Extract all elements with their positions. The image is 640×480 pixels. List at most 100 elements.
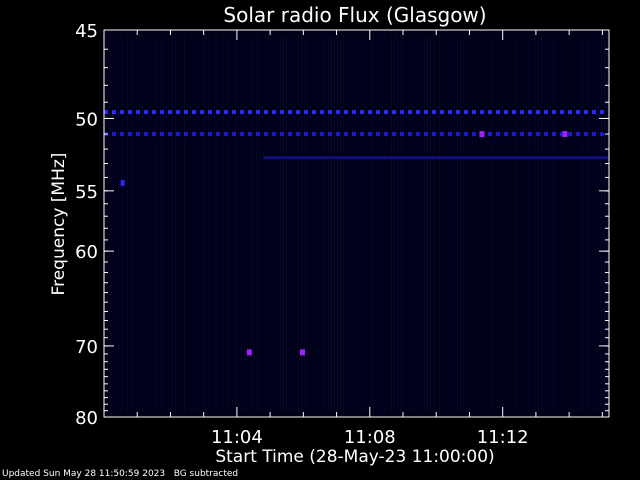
feature-dash xyxy=(296,132,300,137)
background-striation xyxy=(472,34,473,413)
background-striation xyxy=(106,34,107,413)
feature-dash xyxy=(232,110,236,115)
feature-dash xyxy=(384,132,388,137)
background-striation xyxy=(535,34,536,413)
y-tick-label: 50 xyxy=(75,109,98,130)
background-striation xyxy=(547,34,548,413)
feature-dash xyxy=(160,132,164,137)
background-striation xyxy=(271,34,272,413)
feature-dash xyxy=(264,110,268,115)
feature-dash xyxy=(368,110,372,115)
background-striation xyxy=(214,34,215,413)
feature-dash xyxy=(432,132,436,137)
feature-dash xyxy=(320,132,324,137)
background-striation xyxy=(553,34,554,413)
feature-dash xyxy=(312,110,316,115)
background-striation xyxy=(427,34,428,413)
feature-dash xyxy=(272,132,276,137)
background-striation xyxy=(181,34,182,413)
feature-dash xyxy=(184,132,188,137)
background-striation xyxy=(445,34,446,413)
background-striation xyxy=(409,34,410,413)
background-striation xyxy=(529,34,530,413)
feature-dash xyxy=(304,132,308,137)
feature-dash xyxy=(496,132,500,137)
feature-dash xyxy=(560,132,564,137)
background-striation xyxy=(580,34,581,413)
feature-dash xyxy=(360,132,364,137)
background-striation xyxy=(382,34,383,413)
feature-dash xyxy=(272,110,276,115)
background-striation xyxy=(130,34,131,413)
background-striation xyxy=(118,34,119,413)
background-striation xyxy=(481,34,482,413)
feature-dash xyxy=(552,110,556,115)
feature-dash xyxy=(448,110,452,115)
feature-dash xyxy=(512,110,516,115)
y-tick-label: 70 xyxy=(75,337,98,358)
background-striation xyxy=(319,34,320,413)
feature-dash xyxy=(184,110,188,115)
background-striation xyxy=(265,34,266,413)
feature-dash xyxy=(472,132,476,137)
background-striation xyxy=(415,34,416,413)
background-striation xyxy=(175,34,176,413)
background-striation xyxy=(208,34,209,413)
feature-dash xyxy=(280,132,284,137)
background-striation xyxy=(418,34,419,413)
background-striation xyxy=(541,34,542,413)
feature-dash xyxy=(592,110,596,115)
background-striation xyxy=(193,34,194,413)
background-striation xyxy=(460,34,461,413)
background-striation xyxy=(514,34,515,413)
background-striation xyxy=(385,34,386,413)
background-striation xyxy=(355,34,356,413)
feature-spot xyxy=(120,179,125,186)
feature-dash xyxy=(440,132,444,137)
feature-dash xyxy=(600,110,604,115)
background-striation xyxy=(406,34,407,413)
feature-dash xyxy=(520,110,524,115)
feature-dash xyxy=(320,110,324,115)
y-axis-label: Frequency [MHz] xyxy=(49,153,69,296)
feature-dash xyxy=(120,110,124,115)
background-striation xyxy=(397,34,398,413)
feature-dash xyxy=(296,110,300,115)
feature-dash xyxy=(280,110,284,115)
background-striation xyxy=(592,34,593,413)
background-striation xyxy=(550,34,551,413)
feature-dash xyxy=(328,132,332,137)
background-striation xyxy=(544,34,545,413)
feature-dash xyxy=(128,110,132,115)
background-striation xyxy=(109,34,110,413)
background-striation xyxy=(556,34,557,413)
feature-dash xyxy=(120,132,124,137)
background-striation xyxy=(190,34,191,413)
background-striation xyxy=(205,34,206,413)
background-striation xyxy=(340,34,341,413)
background-striation xyxy=(565,34,566,413)
feature-dash xyxy=(480,110,484,115)
background-striation xyxy=(526,34,527,413)
background-striation xyxy=(454,34,455,413)
background-striation xyxy=(559,34,560,413)
feature-dash xyxy=(392,110,396,115)
background-striation xyxy=(517,34,518,413)
background-striation xyxy=(199,34,200,413)
background-striation xyxy=(139,34,140,413)
background-striation xyxy=(463,34,464,413)
background-striation xyxy=(268,34,269,413)
background-striation xyxy=(292,34,293,413)
feature-dash xyxy=(456,132,460,137)
feature-dash xyxy=(552,132,556,137)
feature-dash xyxy=(400,132,404,137)
feature-dash xyxy=(216,132,220,137)
feature-dash xyxy=(112,132,116,137)
feature-dash xyxy=(368,132,372,137)
background-striation xyxy=(316,34,317,413)
plot-area xyxy=(104,30,609,417)
feature-dash xyxy=(328,110,332,115)
background-striation xyxy=(373,34,374,413)
feature-dash xyxy=(520,132,524,137)
background-striation xyxy=(274,34,275,413)
